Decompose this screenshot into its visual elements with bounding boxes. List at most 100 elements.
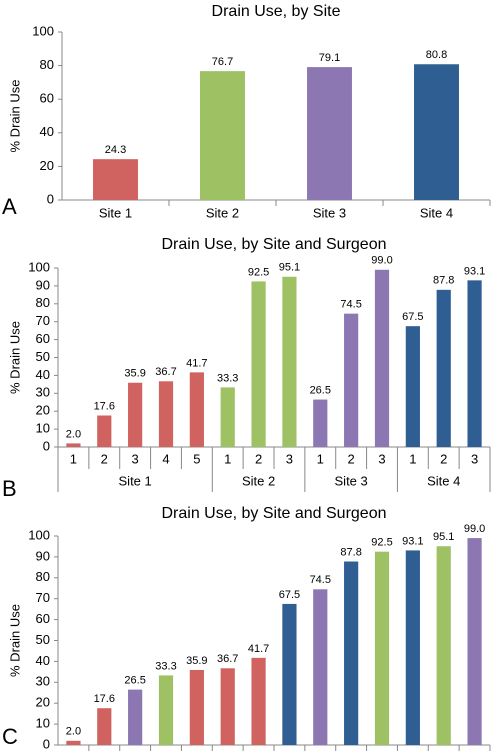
- y-tick-label: 40: [40, 124, 54, 139]
- x-tick-label: 3: [378, 451, 385, 466]
- x-tick-label: 1: [409, 451, 416, 466]
- bar: [158, 675, 174, 745]
- bar: [405, 326, 420, 447]
- bar: [282, 276, 297, 447]
- value-label: 17.6: [94, 693, 115, 705]
- bar: [313, 399, 328, 447]
- bar: [251, 281, 266, 447]
- y-tick-label: 80: [36, 295, 50, 310]
- bar: [313, 589, 328, 745]
- x-tick-label: 2: [101, 451, 108, 466]
- y-tick-label: 20: [36, 403, 50, 418]
- bar: [467, 280, 482, 447]
- y-tick-label: 100: [28, 259, 50, 274]
- value-label: 99.0: [464, 523, 485, 535]
- bar: [220, 387, 235, 447]
- x-tick-label: 1: [70, 451, 77, 466]
- bar: [66, 443, 81, 447]
- bar: [282, 603, 297, 745]
- bar: [251, 657, 266, 745]
- value-label: 33.3: [217, 372, 238, 384]
- y-tick-label: 40: [36, 367, 50, 382]
- y-tick-label: 70: [36, 313, 50, 328]
- y-tick-label: 60: [36, 611, 50, 626]
- value-label: 41.7: [186, 357, 207, 369]
- value-label: 17.6: [94, 400, 115, 412]
- bar: [200, 71, 245, 200]
- value-label: 95.1: [433, 531, 454, 543]
- y-axis-label: % Drain Use: [7, 80, 22, 153]
- value-label: 87.8: [433, 275, 454, 287]
- y-tick-label: 80: [40, 57, 54, 72]
- value-label: 67.5: [279, 589, 300, 601]
- y-tick-label: 50: [36, 632, 50, 647]
- value-label: 74.5: [340, 299, 361, 311]
- bar: [307, 67, 352, 200]
- x-tick-label: Site 1: [99, 205, 132, 220]
- y-tick-label: 80: [36, 569, 50, 584]
- value-label: 95.1: [279, 262, 300, 274]
- y-tick-label: 90: [36, 548, 50, 563]
- x-tick-label: 5: [193, 451, 200, 466]
- bar: [189, 669, 204, 745]
- value-label: 35.9: [124, 368, 145, 380]
- bar: [436, 546, 451, 745]
- bar: [66, 740, 81, 745]
- value-label: 67.5: [402, 311, 423, 323]
- bar: [436, 289, 451, 447]
- value-label: 92.5: [248, 266, 269, 278]
- panel-letter: B: [2, 476, 17, 501]
- y-tick-label: 0: [43, 736, 50, 751]
- x-tick-label: 2: [348, 451, 355, 466]
- panel-letter: C: [2, 724, 18, 749]
- value-label: 2.0: [66, 428, 81, 440]
- x-tick-label: Site 3: [313, 205, 346, 220]
- value-label: 99.0: [371, 255, 392, 267]
- value-label: 87.8: [340, 546, 361, 558]
- y-tick-label: 0: [47, 191, 54, 206]
- bar: [344, 313, 359, 447]
- chart-title: Drain Use, by Site and Surgeon: [161, 236, 386, 253]
- y-tick-label: 100: [32, 23, 54, 38]
- bar: [344, 561, 359, 745]
- value-label: 79.1: [319, 52, 340, 64]
- value-label: 93.1: [464, 265, 485, 277]
- bar: [128, 689, 143, 745]
- y-tick-label: 30: [36, 385, 50, 400]
- x-tick-label: 3: [471, 451, 478, 466]
- value-label: 36.7: [155, 366, 176, 378]
- chart-title: Drain Use, by Site: [212, 3, 341, 20]
- bar: [97, 415, 112, 447]
- bar: [93, 159, 138, 200]
- x-tick-label: 1: [224, 451, 231, 466]
- group-label: Site 2: [242, 473, 275, 488]
- x-tick-label: 4: [162, 451, 169, 466]
- bar: [158, 381, 174, 447]
- bar: [405, 550, 420, 745]
- y-tick-label: 100: [28, 527, 50, 542]
- value-label: 26.5: [310, 384, 331, 396]
- x-tick-label: 3: [286, 451, 293, 466]
- value-label: 36.7: [217, 653, 238, 665]
- bar: [414, 64, 459, 200]
- y-tick-label: 30: [36, 674, 50, 689]
- value-label: 41.7: [248, 643, 269, 655]
- value-label: 74.5: [310, 574, 331, 586]
- value-label: 76.7: [212, 56, 233, 68]
- value-label: 80.8: [426, 49, 447, 61]
- x-tick-label: 1: [317, 451, 324, 466]
- x-tick-label: Site 2: [206, 205, 239, 220]
- chart-title: Drain Use, by Site and Surgeon: [161, 505, 386, 522]
- bar: [374, 269, 390, 447]
- group-label: Site 3: [335, 473, 368, 488]
- x-tick-label: 2: [255, 451, 262, 466]
- value-label: 93.1: [402, 535, 423, 547]
- y-tick-label: 20: [36, 695, 50, 710]
- y-axis-label: % Drain Use: [7, 604, 22, 677]
- y-tick-label: 40: [36, 653, 50, 668]
- y-tick-label: 50: [36, 349, 50, 364]
- value-label: 33.3: [155, 660, 176, 672]
- y-tick-label: 10: [36, 421, 50, 436]
- y-tick-label: 90: [36, 277, 50, 292]
